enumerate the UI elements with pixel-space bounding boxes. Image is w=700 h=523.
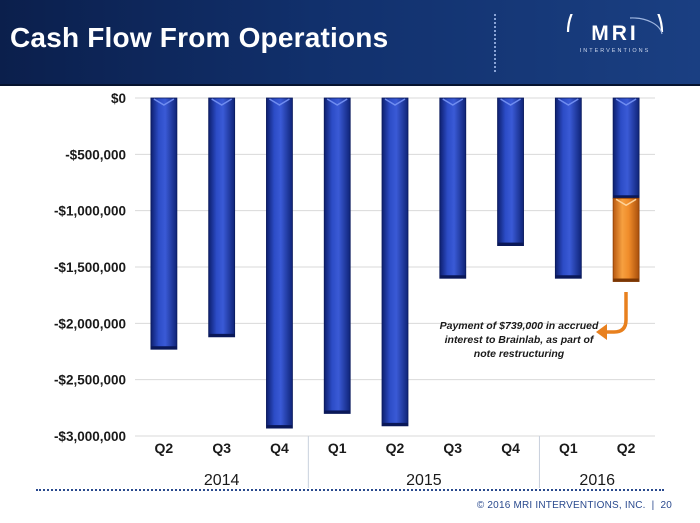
footer: © 2016 MRI INTERVENTIONS, INC. | 20 — [477, 500, 672, 511]
footer-divider — [36, 489, 664, 491]
bar-cap — [384, 98, 406, 106]
page-number: 20 — [660, 500, 672, 511]
header-divider — [494, 14, 496, 72]
bar-5 — [381, 97, 409, 427]
bar-rim — [382, 422, 408, 426]
year-groups: 2014 2015 2016 — [204, 436, 615, 489]
x-tick-label: Q2 — [617, 440, 636, 456]
x-tick-label: Q1 — [328, 440, 347, 456]
x-tick-label: Q2 — [386, 440, 405, 456]
annotation-text: interest to Brainlab, as part of — [445, 334, 595, 346]
bar-cap — [153, 98, 175, 106]
bar-cap — [211, 98, 233, 106]
page-title: Cash Flow From Operations — [10, 22, 389, 53]
annotation: Payment of $739,000 in accrued interest t… — [440, 292, 628, 360]
bar-rim — [439, 275, 466, 279]
year-label: 2016 — [579, 472, 615, 489]
bar-cap — [500, 98, 521, 106]
bar-cap — [615, 198, 637, 207]
x-tick-label: Q1 — [559, 440, 578, 456]
x-tick-label: Q2 — [155, 440, 174, 456]
x-tick-label: Q3 — [443, 440, 462, 456]
bar-7 — [497, 97, 524, 246]
bar-rim — [324, 410, 351, 414]
y-tick-label: -$2,500,000 — [54, 373, 126, 388]
annotation-arrow — [604, 292, 628, 334]
bar-rim — [266, 425, 293, 429]
bar-9-brainlab-payment — [612, 197, 640, 282]
bar-rim — [150, 346, 177, 350]
mri-logo-icon — [566, 14, 664, 35]
footer-separator: | — [651, 500, 655, 511]
annotation-text: note restructuring — [474, 348, 565, 360]
bar-cap — [442, 98, 464, 106]
bar-rim — [613, 278, 640, 282]
x-tick-label: Q4 — [501, 440, 520, 456]
y-tick-label: -$1,500,000 — [54, 260, 126, 275]
header-banner: Cash Flow From Operations MRI INTERVENTI… — [0, 0, 700, 86]
logo-wordmark: MRI — [591, 22, 639, 45]
x-tick-label: Q4 — [270, 440, 289, 456]
bar-rim — [555, 275, 582, 279]
y-tick-label: $0 — [111, 91, 126, 106]
bar-rim — [497, 242, 524, 246]
y-tick-label: -$1,000,000 — [54, 204, 126, 219]
year-label: 2014 — [204, 472, 240, 489]
bar-cap — [557, 98, 579, 106]
bar-cap — [326, 98, 348, 106]
bar-6 — [439, 97, 467, 279]
bar-3 — [266, 97, 293, 429]
bar-rim — [208, 333, 235, 337]
bar-1 — [150, 97, 178, 350]
y-tick-label: -$3,000,000 — [54, 429, 126, 444]
cash-flow-chart: $0 -$500,000 -$1,000,000 -$1,500,000 -$2,000… — [54, 91, 655, 489]
x-axis-ticks: Q2 Q3 Q4 Q1 Q2 Q3 Q4 Q1 Q2 — [155, 440, 636, 456]
bar-8 — [554, 97, 582, 279]
bar-4 — [323, 97, 351, 414]
bars — [150, 97, 640, 429]
y-tick-label: -$500,000 — [65, 147, 126, 162]
bar-9 — [612, 97, 640, 199]
annotation-text: Payment of $739,000 in accrued — [440, 320, 599, 332]
annotation-arrowhead — [596, 324, 607, 340]
y-tick-label: -$2,000,000 — [54, 316, 126, 331]
copyright-text: © 2016 MRI INTERVENTIONS, INC. — [476, 500, 646, 511]
y-axis-ticks: $0 -$500,000 -$1,000,000 -$1,500,000 -$2,000… — [54, 91, 126, 444]
bar-2 — [208, 97, 236, 338]
bar-cap — [269, 98, 290, 106]
bar-rim — [613, 195, 640, 199]
year-label: 2015 — [406, 472, 442, 489]
bar-cap — [615, 98, 637, 106]
x-tick-label: Q3 — [212, 440, 231, 456]
logo-subtext: INTERVENTIONS — [579, 48, 651, 54]
